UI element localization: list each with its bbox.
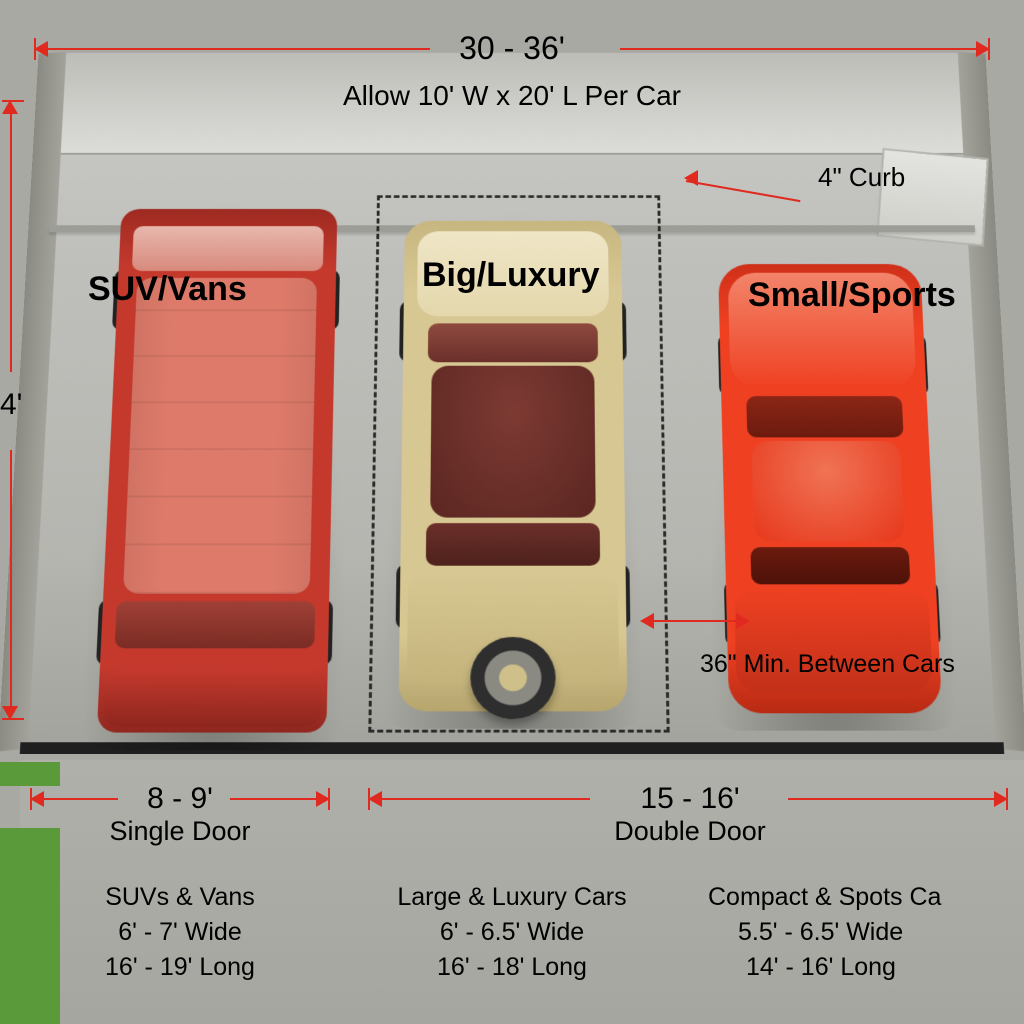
label-depth: 4' [0, 388, 22, 422]
car-luxury [398, 221, 627, 711]
label-double-door: 15 - 16' Double Door [540, 782, 840, 847]
spec-sport-l: 14' - 16' Long [708, 950, 1024, 985]
car-suv [97, 209, 338, 733]
spec-lux-title: Large & Luxury Cars [362, 880, 662, 915]
spec-suv-title: SUVs & Vans [30, 880, 330, 915]
spec-sport-w: 5.5' - 6.5' Wide [708, 915, 1024, 950]
single-door-sub: Single Door [30, 816, 330, 847]
spec-suv-l: 16' - 19' Long [30, 950, 330, 985]
label-total-width: 30 - 36' [0, 30, 1024, 67]
garage-diagram: 30 - 36' Allow 10' W x 20' L Per Car 4" … [0, 0, 1024, 1024]
car-sports [718, 264, 942, 713]
label-single-door: 8 - 9' Single Door [30, 782, 330, 847]
spec-suv: SUVs & Vans 6' - 7' Wide 16' - 19' Long [30, 880, 330, 985]
spec-lux-l: 16' - 18' Long [362, 950, 662, 985]
spec-suv-w: 6' - 7' Wide [30, 915, 330, 950]
double-door-sub: Double Door [540, 816, 840, 847]
double-door-dim: 15 - 16' [540, 782, 840, 816]
spare-tire [470, 637, 556, 719]
label-between: 36" Min. Between Cars [700, 650, 955, 679]
spec-lux: Large & Luxury Cars 6' - 6.5' Wide 16' -… [362, 880, 662, 985]
spec-sport-title: Compact & Spots Ca [708, 880, 1024, 915]
spec-lux-w: 6' - 6.5' Wide [362, 915, 662, 950]
spec-sport: Compact & Spots Ca 5.5' - 6.5' Wide 14' … [708, 880, 1024, 985]
single-door-dim: 8 - 9' [30, 782, 330, 816]
label-allowance: Allow 10' W x 20' L Per Car [0, 80, 1024, 112]
label-curb: 4" Curb [818, 162, 905, 193]
